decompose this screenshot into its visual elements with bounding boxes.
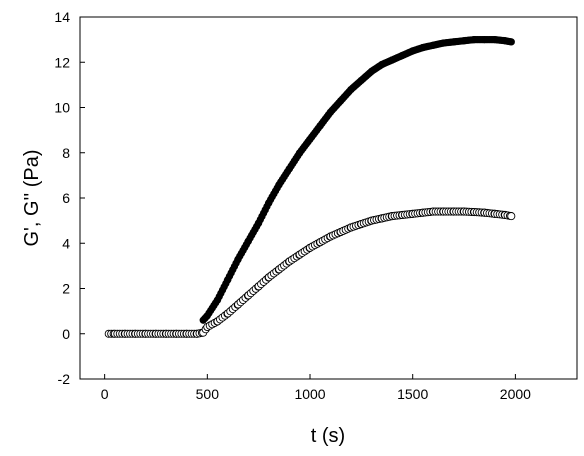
y-tick-label: 10	[54, 100, 70, 116]
data-point-filled	[507, 38, 515, 46]
x-tick-label: 1000	[294, 386, 325, 402]
data-point-open	[507, 212, 516, 221]
x-axis-title: t (s)	[311, 425, 345, 447]
y-axis: -2 0 2 4 6 8 10 12 14	[54, 9, 85, 387]
y-tick-label: 14	[54, 9, 70, 25]
series-0	[199, 35, 515, 324]
x-tick-label: 1500	[397, 386, 428, 402]
plot-area-frame	[79, 16, 578, 380]
y-tick-label: 2	[62, 281, 70, 297]
series-layer	[104, 35, 516, 338]
y-tick-label: 8	[62, 145, 70, 161]
x-axis: 0 500 1000 1500 2000	[101, 374, 531, 402]
y-tick-label: 4	[62, 235, 70, 251]
x-tick-label: 500	[196, 386, 220, 402]
y-tick-label: 12	[54, 54, 70, 70]
y-tick-label: -2	[58, 371, 71, 387]
y-tick-label: 6	[62, 190, 70, 206]
series-1	[104, 207, 516, 338]
y-tick-label: 0	[62, 326, 70, 342]
x-tick-label: 2000	[500, 386, 531, 402]
x-tick-label: 0	[101, 386, 109, 402]
y-axis-title: G', G'' (Pa)	[21, 149, 43, 246]
